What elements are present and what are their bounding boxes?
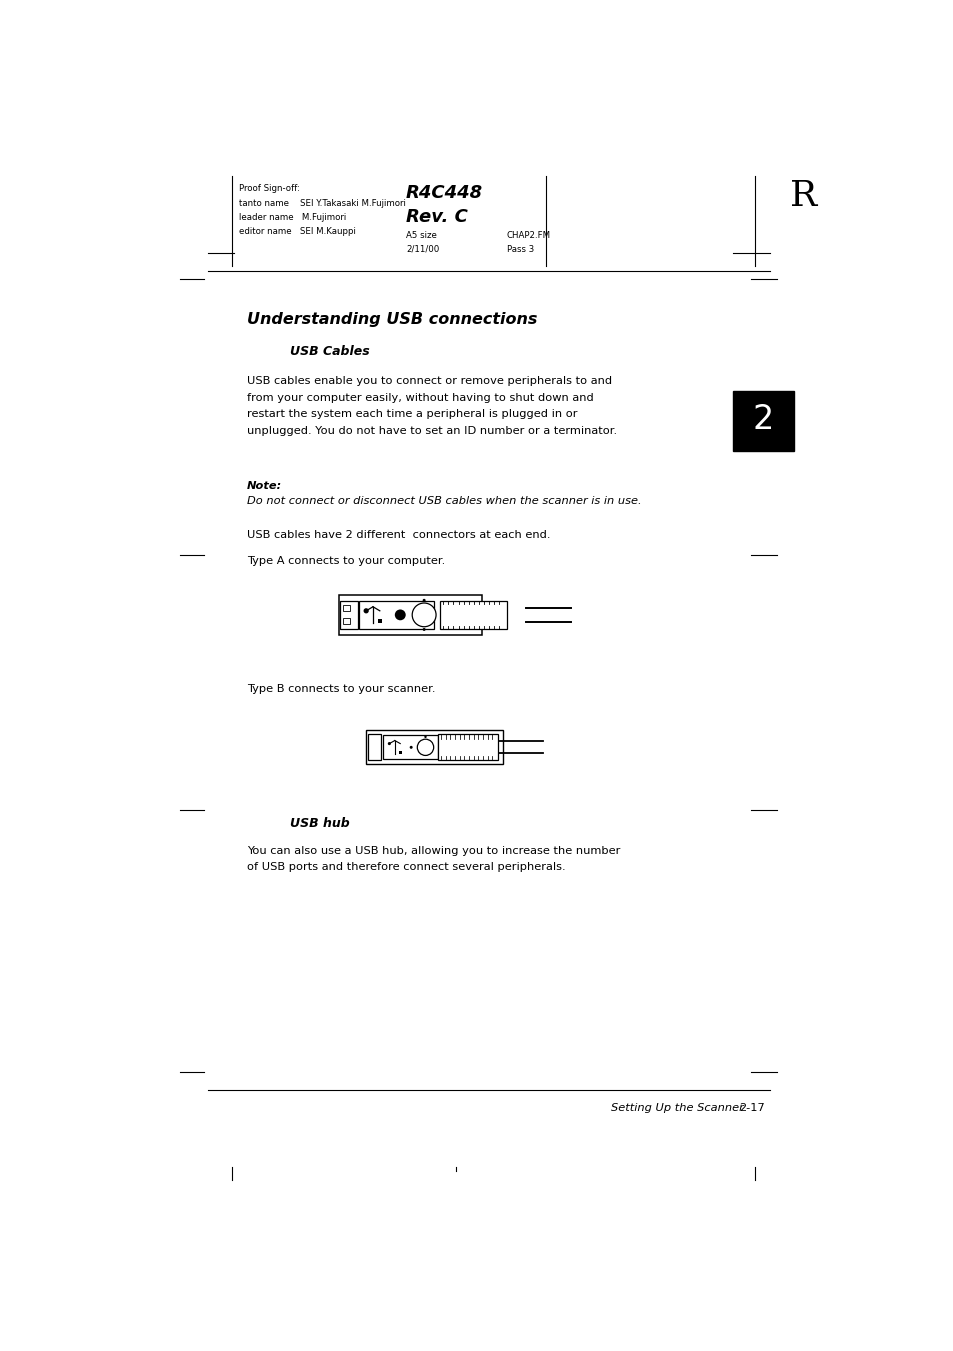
Bar — [367, 735, 381, 761]
Circle shape — [424, 735, 426, 738]
Bar — [377, 619, 381, 623]
Text: USB cables have 2 different  connectors at each end.: USB cables have 2 different connectors a… — [247, 530, 550, 540]
Bar — [343, 617, 350, 624]
Circle shape — [422, 628, 425, 631]
Circle shape — [387, 742, 391, 746]
Text: Understanding USB connections: Understanding USB connections — [247, 312, 537, 327]
Circle shape — [412, 603, 436, 627]
Text: 2: 2 — [752, 403, 773, 436]
Text: Rev. C: Rev. C — [406, 208, 467, 227]
Bar — [366, 731, 502, 765]
Text: editor name   SEI M.Kauppi: editor name SEI M.Kauppi — [239, 227, 355, 236]
Text: CHAP2.FM: CHAP2.FM — [506, 231, 550, 240]
Text: USB cables enable you to connect or remove peripherals to and: USB cables enable you to connect or remo… — [247, 376, 612, 386]
Text: unplugged. You do not have to set an ID number or a terminator.: unplugged. You do not have to set an ID … — [247, 426, 617, 436]
Text: USB hub: USB hub — [290, 816, 349, 830]
Text: leader name   M.Fujimori: leader name M.Fujimori — [239, 213, 346, 222]
Text: Do not connect or disconnect USB cables when the scanner is in use.: Do not connect or disconnect USB cables … — [247, 496, 641, 507]
Circle shape — [422, 598, 425, 601]
Text: Pass 3: Pass 3 — [506, 245, 534, 254]
Text: 2/11/00: 2/11/00 — [406, 245, 438, 254]
Bar — [398, 751, 401, 754]
Bar — [439, 601, 506, 630]
Text: restart the system each time a peripheral is plugged in or: restart the system each time a periphera… — [247, 409, 577, 419]
Text: A5 size: A5 size — [406, 231, 436, 240]
Text: Type A connects to your computer.: Type A connects to your computer. — [247, 557, 445, 566]
Bar — [340, 601, 357, 630]
Text: from your computer easily, without having to shut down and: from your computer easily, without havin… — [247, 393, 594, 403]
Bar — [343, 605, 350, 612]
Text: tanto name    SEI Y.Takasaki M.Fujimori: tanto name SEI Y.Takasaki M.Fujimori — [239, 199, 406, 208]
Text: You can also use a USB hub, allowing you to increase the number: You can also use a USB hub, allowing you… — [247, 846, 619, 857]
Text: Setting Up the Scanner: Setting Up the Scanner — [611, 1102, 743, 1113]
Text: R4C448: R4C448 — [406, 184, 482, 201]
Text: Type B connects to your scanner.: Type B connects to your scanner. — [247, 684, 436, 694]
Text: Note:: Note: — [247, 481, 282, 490]
Bar — [438, 735, 498, 761]
Circle shape — [395, 609, 405, 620]
Text: R: R — [789, 180, 816, 213]
Bar — [359, 601, 434, 630]
Text: 2-17: 2-17 — [739, 1102, 764, 1113]
Circle shape — [364, 609, 368, 613]
Circle shape — [409, 746, 413, 748]
Text: Proof Sign-off:: Proof Sign-off: — [239, 184, 300, 193]
Bar — [338, 596, 481, 635]
Bar — [732, 390, 793, 451]
Circle shape — [416, 739, 434, 755]
Text: USB Cables: USB Cables — [290, 346, 369, 358]
Text: of USB ports and therefore connect several peripherals.: of USB ports and therefore connect sever… — [247, 862, 565, 873]
Bar — [382, 735, 438, 759]
